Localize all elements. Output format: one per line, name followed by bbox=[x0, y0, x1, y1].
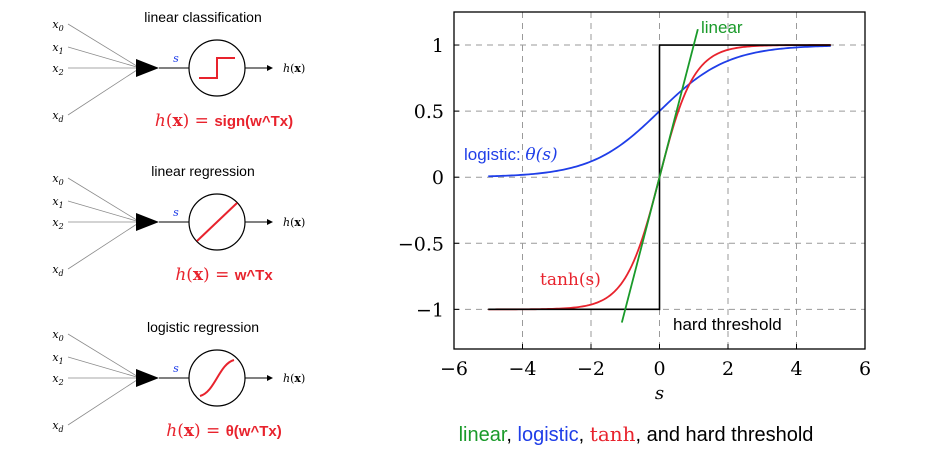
arrow-head-icon bbox=[267, 65, 273, 71]
chart-series bbox=[488, 28, 831, 323]
summation-node bbox=[136, 369, 159, 387]
input-label: x1 bbox=[52, 195, 63, 210]
annotation-hard-threshold: hard threshold bbox=[673, 315, 782, 334]
input-edge bbox=[67, 46, 141, 69]
output-label: h(x) bbox=[283, 216, 305, 229]
series-linear bbox=[620, 28, 699, 323]
panel-title: linear classification bbox=[144, 9, 262, 25]
formula: h(x) = sign(w^Tx) bbox=[155, 111, 293, 131]
arrow-head-icon bbox=[267, 219, 273, 225]
x-tick-label: −4 bbox=[508, 358, 536, 380]
chart-annotations: linear logistic: θ(s) tanh(s) hard threshol… bbox=[464, 18, 782, 334]
annotation-tanh: tanh(s) bbox=[540, 270, 601, 290]
input-edge bbox=[67, 333, 141, 379]
y-tick-label: −1 bbox=[416, 299, 444, 321]
s-label: s bbox=[173, 362, 179, 375]
step-function-icon bbox=[199, 57, 235, 79]
input-label: x2 bbox=[52, 216, 63, 231]
y-tick-label: 0 bbox=[432, 167, 444, 189]
arrow-head-icon bbox=[267, 375, 273, 381]
annotation-linear: linear bbox=[701, 18, 743, 37]
x-tick-label: 4 bbox=[790, 358, 802, 380]
x-tick-label: 2 bbox=[722, 358, 734, 380]
panel-title: linear regression bbox=[151, 163, 255, 179]
output-label: h(x) bbox=[283, 372, 305, 385]
input-edge bbox=[67, 356, 141, 379]
input-label: xd bbox=[52, 263, 63, 278]
figure-caption: linear, logistic, tanh, and hard thresho… bbox=[459, 422, 814, 446]
activation-chart: −6 −4 −2 0 2 4 6 −1 −0.5 0 0.5 1 s linear logistic:… bbox=[398, 11, 871, 404]
sigmoid-curve-icon bbox=[199, 359, 235, 397]
neuron-panel: linear regression x0 x1 x2 xd s h(x) h(x) = w^T… bbox=[52, 163, 305, 285]
neuron-panel: logistic regression x0 x1 x2 xd s h(x) h(x) = θ… bbox=[52, 319, 305, 441]
input-label: x1 bbox=[52, 351, 63, 366]
neuron-panel: linear classification x0 x1 x2 xd s h(x) h(x) =… bbox=[52, 9, 305, 131]
x-tick-label: 0 bbox=[653, 358, 665, 380]
input-edge bbox=[67, 377, 141, 426]
input-label: x2 bbox=[52, 372, 63, 387]
summation-node bbox=[136, 213, 159, 231]
input-edge bbox=[67, 67, 141, 116]
formula: h(x) = w^Tx bbox=[175, 265, 273, 285]
y-ticks: −1 −0.5 0 0.5 1 bbox=[398, 35, 459, 321]
x-ticks: −6 −4 −2 0 2 4 6 bbox=[440, 344, 871, 380]
s-label: s bbox=[173, 206, 179, 219]
input-label: x0 bbox=[52, 18, 63, 33]
input-label: x1 bbox=[52, 41, 63, 56]
identity-line-icon bbox=[196, 202, 238, 242]
panel-title: logistic regression bbox=[147, 319, 259, 335]
input-label: x2 bbox=[52, 62, 63, 77]
input-label: x0 bbox=[52, 172, 63, 187]
input-edge bbox=[67, 221, 141, 270]
input-label: xd bbox=[52, 419, 63, 434]
input-edge bbox=[67, 177, 141, 223]
x-tick-label: −6 bbox=[440, 358, 468, 380]
neuron-panels: linear classification x0 x1 x2 xd s h(x) h(x) =… bbox=[52, 9, 305, 441]
input-label: x0 bbox=[52, 328, 63, 343]
input-edge bbox=[67, 23, 141, 69]
s-label: s bbox=[173, 52, 179, 65]
x-tick-label: 6 bbox=[859, 358, 871, 380]
summation-node bbox=[136, 59, 159, 77]
y-tick-label: −0.5 bbox=[398, 233, 444, 255]
input-edge bbox=[67, 200, 141, 223]
y-tick-label: 1 bbox=[432, 35, 444, 57]
input-label: xd bbox=[52, 109, 63, 124]
output-label: h(x) bbox=[283, 62, 305, 75]
annotation-logistic: logistic: θ(s) bbox=[464, 145, 558, 165]
formula: h(x) = θ(w^Tx) bbox=[166, 421, 281, 441]
x-axis-label: s bbox=[655, 383, 664, 404]
y-tick-label: 0.5 bbox=[414, 101, 444, 123]
x-tick-label: −2 bbox=[577, 358, 605, 380]
